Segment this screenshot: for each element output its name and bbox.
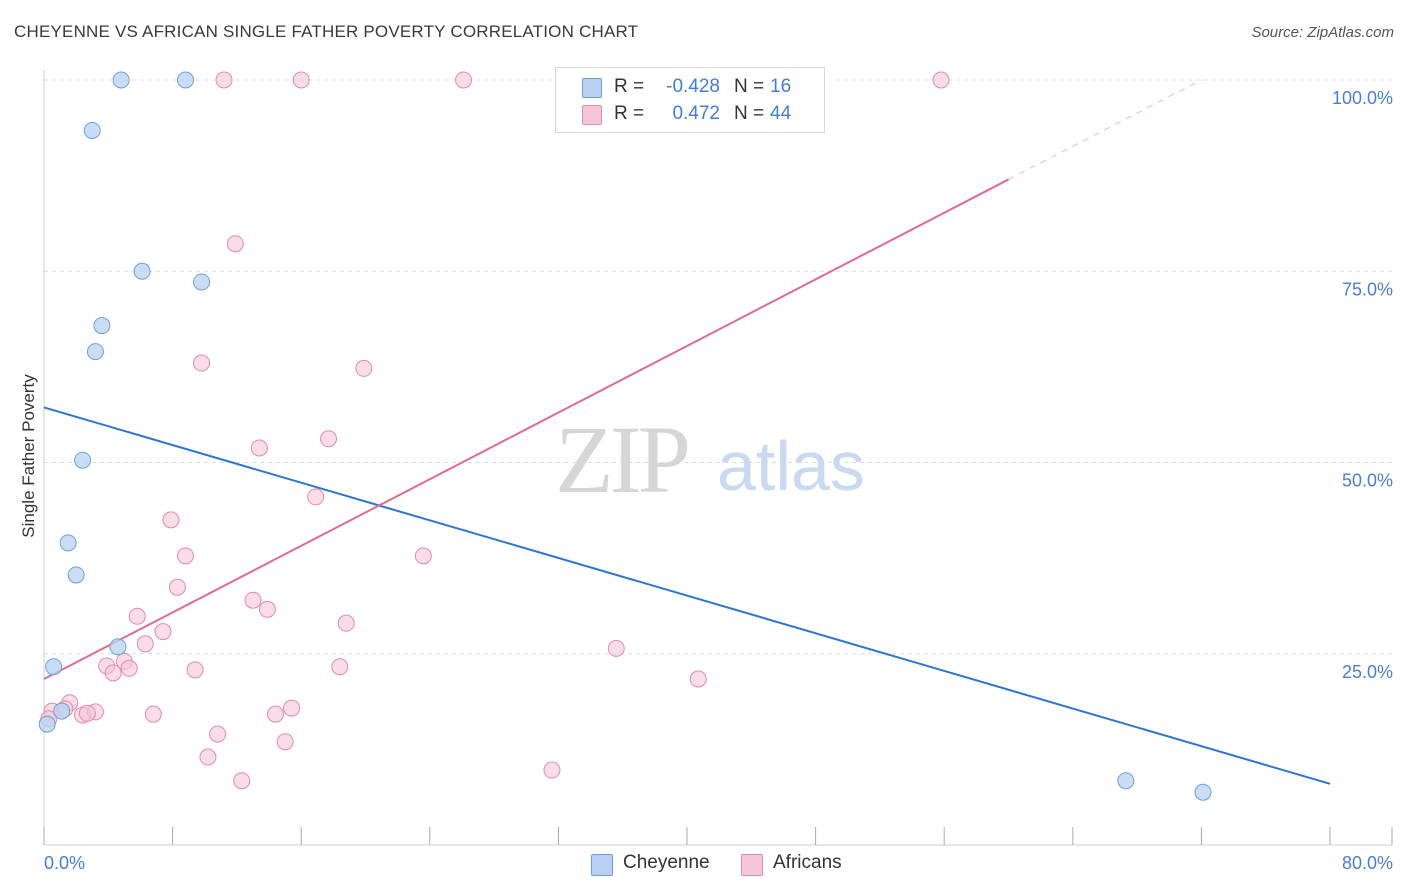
legend-n-value: 16 — [770, 76, 792, 97]
africans-point — [193, 354, 211, 372]
cheyenne-point — [74, 451, 92, 469]
cheyenne-point — [112, 71, 130, 89]
africans-swatch — [741, 854, 763, 876]
cheyenne-point — [176, 71, 194, 89]
africans-point — [226, 235, 244, 253]
africans-point — [276, 733, 294, 751]
legend-swatch-cheyenne — [582, 78, 602, 98]
y-axis-label: Single Father Poverty — [19, 374, 38, 538]
africans-trend-extension — [1008, 79, 1202, 180]
africans-point — [233, 772, 251, 790]
legend-n-label: N = — [734, 76, 765, 97]
legend-row-africans: R = 0.472 N = 44 — [556, 100, 824, 128]
legend-swatch-africans — [582, 105, 602, 125]
africans-point — [209, 725, 227, 743]
africans-point — [283, 699, 301, 717]
africans-point — [199, 748, 217, 766]
africans-point — [136, 635, 154, 653]
africans-point — [104, 664, 122, 682]
x-tick-label-min: 0.0% — [44, 853, 85, 873]
cheyenne-points — [38, 71, 1212, 801]
axis-labels: 25.0% 50.0% 75.0% 100.0% 0.0% 80.0% — [44, 88, 1393, 873]
africans-point — [154, 623, 172, 641]
cheyenne-point — [193, 273, 211, 291]
cheyenne-point — [59, 534, 77, 552]
africans-point — [414, 547, 432, 565]
africans-point — [258, 600, 276, 618]
africans-point — [266, 705, 284, 723]
cheyenne-point — [67, 566, 85, 584]
africans-point — [331, 658, 349, 676]
africans-point — [320, 430, 338, 448]
legend-r-value: 0.472 — [672, 103, 720, 124]
africans-point — [176, 547, 194, 565]
cheyenne-point — [45, 658, 63, 676]
cheyenne-point — [133, 262, 151, 280]
africans-point — [162, 511, 180, 529]
africans-trend-line — [43, 178, 1009, 680]
africans-point — [932, 71, 950, 89]
legend-n-value: 44 — [770, 103, 792, 124]
legend-n-label: N = — [734, 103, 765, 124]
cheyenne-point — [86, 343, 104, 361]
chart-title: CHEYENNE VS AFRICAN SINGLE FATHER POVERT… — [14, 22, 639, 41]
africans-point — [186, 661, 204, 679]
cheyenne-point — [109, 638, 127, 656]
africans-point — [337, 614, 355, 632]
cheyenne-point — [1194, 783, 1212, 801]
africans-point — [689, 670, 707, 688]
africans-point — [168, 578, 186, 596]
legend-row-cheyenne: R = -0.428 N = 16 — [556, 73, 824, 101]
watermark-zip: ZIP — [555, 406, 688, 513]
axis-ticks — [43, 827, 1393, 845]
africans-point — [144, 705, 162, 723]
africans-point — [307, 488, 325, 506]
legend-r-value: -0.428 — [666, 76, 720, 97]
x-tick-label-max: 80.0% — [1342, 853, 1393, 873]
cheyenne-point — [1117, 772, 1135, 790]
africans-point — [78, 704, 96, 722]
africans-point — [250, 439, 268, 457]
africans-point — [128, 607, 146, 625]
y-tick-label: 75.0% — [1342, 279, 1393, 299]
cheyenne-trend-line — [43, 406, 1331, 785]
africans-point — [292, 71, 310, 89]
africans-point — [215, 71, 233, 89]
watermark-atlas: atlas — [717, 427, 865, 505]
cheyenne-point — [38, 715, 56, 733]
africans-point — [455, 71, 473, 89]
africans-point — [543, 761, 561, 779]
cheyenne-legend-label: Cheyenne — [623, 852, 710, 873]
africans-point — [244, 591, 262, 609]
legend-r-label: R = — [614, 103, 645, 124]
y-tick-label: 50.0% — [1342, 471, 1393, 491]
trend-lines — [43, 79, 1331, 785]
legend-r-label: R = — [614, 76, 645, 97]
y-tick-label: 25.0% — [1342, 662, 1393, 682]
source-label: Source: ZipAtlas.com — [1251, 24, 1394, 41]
cheyenne-swatch — [591, 854, 613, 876]
africans-point — [607, 639, 625, 657]
stats-legend: R = -0.428 N = 16 R = 0.472 N = 44 — [555, 67, 825, 133]
cheyenne-point — [53, 702, 71, 720]
africans-point — [355, 359, 373, 377]
y-tick-label: 100.0% — [1332, 88, 1393, 108]
cheyenne-point — [93, 317, 111, 335]
cheyenne-point — [83, 121, 101, 139]
gridlines — [44, 79, 1392, 655]
watermark: ZIP atlas — [555, 406, 865, 513]
africans-legend-label: Africans — [773, 852, 842, 873]
africans-point — [120, 659, 138, 677]
